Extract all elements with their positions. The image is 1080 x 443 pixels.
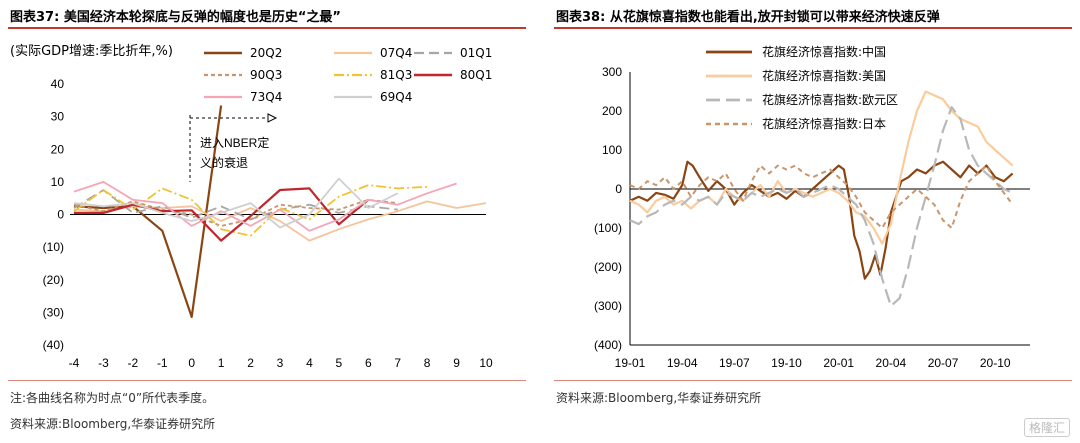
- left-y-tick-label: (20): [43, 273, 64, 287]
- left-legend-label-20Q2: 20Q2: [250, 46, 282, 60]
- left-x-tick-label: -3: [98, 356, 109, 370]
- right-x-tick-label: 19-10: [771, 356, 802, 370]
- left-y-tick-label: 20: [51, 142, 65, 156]
- right-x-tick-label: 20-07: [928, 356, 959, 370]
- left-chart: 40 30 20 10 0 (10) (20) (30) (40) -4 -3 -2 -1 0 1 2 3 4 5…: [43, 46, 493, 370]
- left-x-tick-label: 1: [218, 356, 225, 370]
- left-series-line-80Q1: [74, 187, 370, 242]
- annotation-arrow-head: [267, 113, 278, 123]
- right-series-line-花旗经济惊喜指数:中国: [629, 160, 1014, 280]
- left-x-tick-label: -4: [69, 356, 80, 370]
- right-legend-label-花旗经济惊喜指数:欧元区: 花旗经济惊喜指数:欧元区: [762, 92, 898, 107]
- left-x-tick-label: 4: [306, 356, 313, 370]
- right-y-tick-label: 300: [602, 65, 622, 79]
- right-chart-title: 图表38: 从花旗惊喜指数也能看出,放开封锁可以带来经济快速反弹: [556, 10, 940, 25]
- left-bottom-rule: [8, 380, 526, 381]
- left-source: 资料来源:Bloomberg,华泰证券研究所: [10, 417, 216, 431]
- right-y-tick-label: 200: [602, 104, 622, 118]
- left-series-line-01Q1: [73, 189, 398, 221]
- left-x-tick-label: 6: [365, 356, 372, 370]
- right-y-tick-label: (300): [594, 299, 622, 313]
- right-legend-label-花旗经济惊喜指数:日本: 花旗经济惊喜指数:日本: [762, 116, 886, 131]
- right-legend-label-花旗经济惊喜指数:中国: 花旗经济惊喜指数:中国: [762, 44, 886, 59]
- left-x-tick-label: -1: [157, 356, 168, 370]
- annotation-text-line2: 义的衰退: [200, 155, 248, 170]
- right-title-rule: [554, 27, 1072, 29]
- left-y-tick-label: (40): [43, 338, 64, 352]
- left-y-tick-label: 40: [51, 77, 65, 91]
- left-y-tick-label: 10: [51, 175, 65, 189]
- left-legend-label-90Q3: 90Q3: [250, 68, 282, 82]
- left-legend-label-73Q4: 73Q4: [250, 90, 282, 104]
- left-legend-label-80Q1: 80Q1: [460, 68, 492, 82]
- right-y-tick-label: (200): [594, 260, 622, 274]
- right-series-line-花旗经济惊喜指数:欧元区: [629, 105, 1014, 308]
- right-legend: 花旗经济惊喜指数:中国花旗经济惊喜指数:美国花旗经济惊喜指数:欧元区花旗经济惊喜…: [706, 44, 898, 131]
- left-x-tick-label: 9: [453, 356, 460, 370]
- left-x-tick-label: 8: [424, 356, 431, 370]
- left-y-tick-label: 0: [57, 208, 64, 222]
- left-series-line-81Q3: [73, 184, 428, 237]
- right-x-tick-label: 19-01: [615, 356, 646, 370]
- right-series-line-花旗经济惊喜指数:日本: [629, 164, 1014, 229]
- right-x-tick-label: 20-10: [980, 356, 1011, 370]
- left-x-tick-label: -2: [128, 356, 139, 370]
- right-y-tick-label: 0: [615, 182, 622, 196]
- left-title-rule: [8, 27, 526, 29]
- right-chart: 300 200 100 0 (100) (200) (300) (400) 19-01 19-0…: [594, 44, 1030, 370]
- left-y-tick-label: (10): [43, 240, 64, 254]
- left-y-tick-label: 30: [51, 110, 65, 124]
- right-series-line-花旗经济惊喜指数:美国: [629, 90, 1014, 245]
- left-x-tick-label: 0: [188, 356, 195, 370]
- left-note: 注:各曲线名称为时点“0”所代表季度。: [10, 391, 215, 405]
- left-legend-label-07Q4: 07Q4: [380, 46, 412, 60]
- annotation-text-line1: 进入NBER定: [200, 135, 269, 150]
- right-x-tick-label: 20-01: [823, 356, 854, 370]
- right-y-tick-label: (400): [594, 338, 622, 352]
- right-y-tick-label: 100: [602, 143, 622, 157]
- left-x-tick-label: 10: [479, 356, 493, 370]
- right-y-tick-label: (100): [594, 221, 622, 235]
- left-legend: 20Q2 07Q4 01Q1 90Q3 81Q3 80Q1 73Q4 69Q4: [204, 46, 492, 104]
- left-legend-label-69Q4: 69Q4: [380, 90, 412, 104]
- left-chart-title: 图表37: 美国经济本轮探底与反弹的幅度也是历史“之最”: [10, 10, 341, 25]
- right-legend-label-花旗经济惊喜指数:美国: 花旗经济惊喜指数:美国: [762, 68, 886, 83]
- right-x-tick-label: 20-04: [876, 356, 907, 370]
- right-x-tick-label: 19-07: [719, 356, 750, 370]
- left-series-line-69Q4: [73, 177, 399, 229]
- right-bottom-rule: [554, 380, 1072, 381]
- right-source: 资料来源:Bloomberg,华泰证券研究所: [556, 391, 762, 405]
- watermark-logo: 格隆汇: [1023, 418, 1070, 437]
- left-series-line-73Q4: [73, 180, 457, 232]
- right-x-tick-label: 19-04: [667, 356, 698, 370]
- left-unit-label: (实际GDP增速:季比折年,%): [10, 44, 173, 59]
- left-legend-label-01Q1: 01Q1: [460, 46, 492, 60]
- left-y-tick-label: (30): [43, 305, 64, 319]
- left-x-tick-label: 5: [336, 356, 343, 370]
- left-series-line-20Q2: [73, 105, 223, 318]
- left-x-tick-label: 2: [247, 356, 254, 370]
- nber-recession-annotation: 进入NBER定 义的衰退: [189, 113, 278, 182]
- left-legend-label-81Q3: 81Q3: [380, 68, 412, 82]
- left-x-tick-label: 7: [394, 356, 401, 370]
- left-x-tick-label: 3: [277, 356, 284, 370]
